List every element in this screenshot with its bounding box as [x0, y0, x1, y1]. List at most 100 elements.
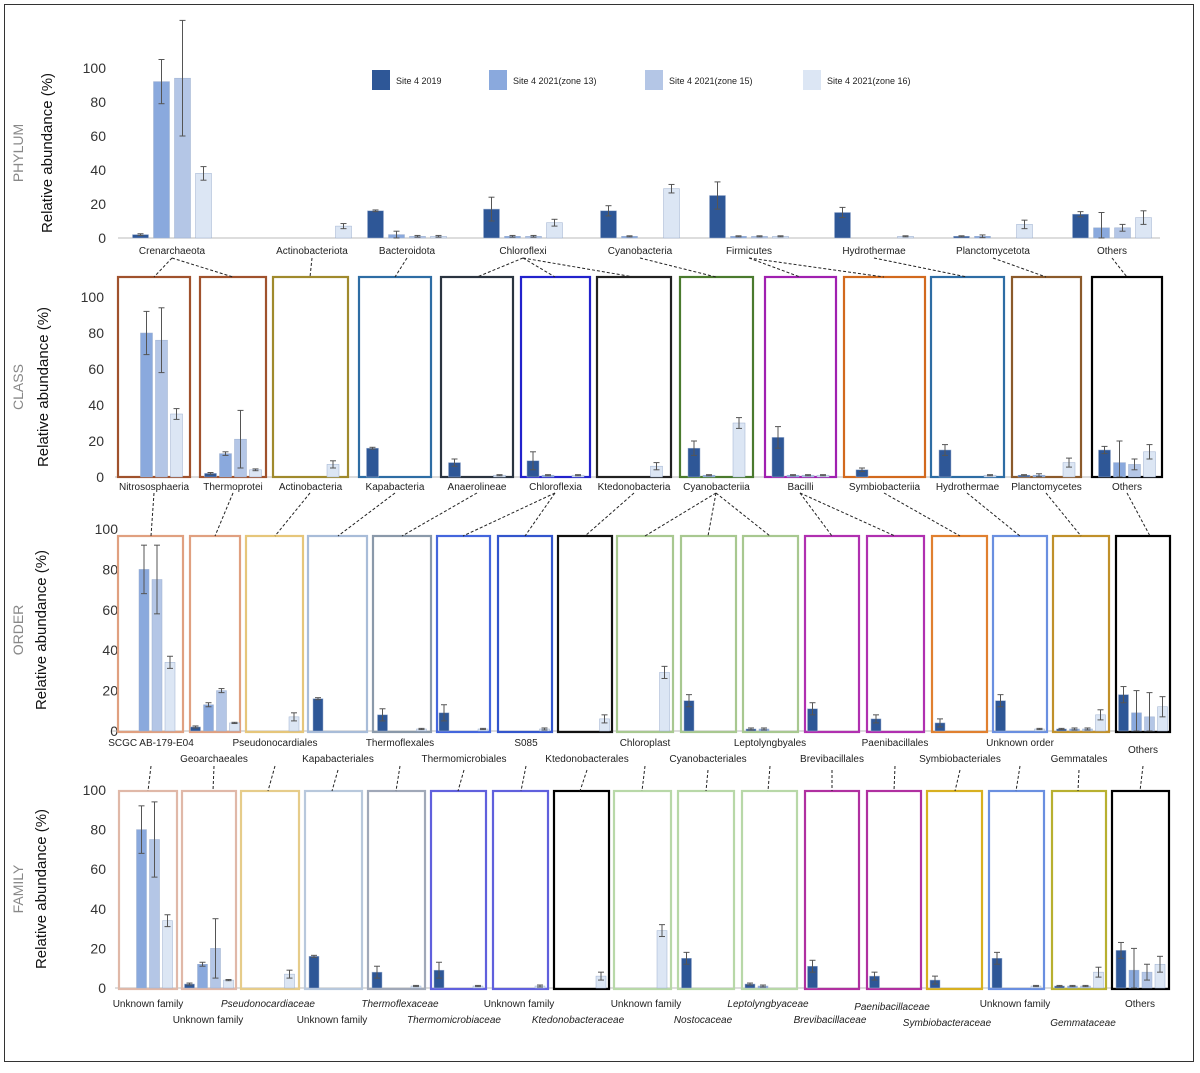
y-tick-label: 80: [90, 94, 106, 110]
connector-line: [394, 257, 408, 278]
category-label: Bacilli: [787, 482, 813, 493]
category-label: Unknown family: [297, 1015, 368, 1026]
y-tick-label: 0: [96, 469, 104, 485]
connector-line: [644, 492, 717, 537]
connector-line: [799, 492, 896, 537]
connector-line: [639, 257, 717, 278]
category-label: S085: [514, 738, 538, 749]
connector-line: [1139, 765, 1144, 792]
category-label: Bacteroidota: [379, 246, 436, 257]
category-label: Kapabacteriales: [302, 754, 374, 765]
group-box: [491, 789, 550, 991]
connector-line: [893, 765, 896, 792]
connector-line: [873, 257, 968, 278]
connector-line: [748, 257, 801, 278]
y-tick-label: 100: [95, 521, 119, 537]
category-label: Geoarchaeales: [180, 754, 248, 765]
category-label: Cyanobacteriales: [669, 754, 746, 765]
category-label: Ktedonobacteria: [598, 482, 671, 493]
category-label: Chloroflexia: [529, 482, 582, 493]
connector-line: [883, 492, 961, 537]
y-tick-label: 40: [90, 162, 106, 178]
group-box: [615, 534, 675, 734]
y-axis-label: Relative abundance (%): [33, 550, 50, 710]
y-tick-label: 0: [98, 230, 106, 246]
legend: Site 4 2019 Site 4 2021(zone 13) Site 4 20…: [372, 70, 911, 90]
connector-line: [966, 492, 1021, 537]
category-label: SCGC AB-179-E04: [108, 738, 194, 749]
category-label: Hydrothermae: [842, 246, 906, 257]
category-label: Thermomicrobiaceae: [407, 1015, 501, 1026]
legend-label: Site 4 2019: [396, 76, 442, 86]
y-tick-label: 100: [83, 60, 107, 76]
y-tick-label: 0: [98, 980, 106, 996]
category-label: Leptolyngbyaceae: [727, 999, 809, 1010]
legend-label: Site 4 2021(zone 16): [827, 76, 911, 86]
y-tick-label: 60: [90, 861, 106, 877]
group-box: [1050, 789, 1108, 991]
category-label: Cyanobacteria: [608, 246, 673, 257]
y-tick-label: 100: [81, 289, 105, 305]
connector-line: [799, 492, 833, 537]
legend-label: Site 4 2021(zone 15): [669, 76, 753, 86]
category-label: Chloroplast: [620, 738, 671, 749]
connector-line: [267, 765, 276, 792]
category-label: Others: [1128, 745, 1158, 756]
category-label: Thermomicrobiales: [421, 754, 506, 765]
category-label: Thermoflexaceae: [361, 999, 439, 1010]
connector-line: [457, 769, 465, 792]
category-label: Paenibacillales: [862, 738, 929, 749]
group-box: [803, 534, 861, 734]
group-box: [763, 275, 838, 479]
y-tick-label: 60: [102, 602, 118, 618]
connectors: [147, 257, 1151, 792]
y-tick-label: 40: [90, 901, 106, 917]
y-tick-label: 80: [88, 325, 104, 341]
connector-line: [309, 257, 313, 278]
category-label: Gemmataceae: [1050, 1018, 1116, 1029]
legend-swatch: [645, 70, 663, 90]
category-label: Unknown family: [484, 999, 555, 1010]
group-box: [271, 275, 350, 479]
connector-line: [462, 492, 556, 537]
connector-line: [705, 769, 709, 792]
connector-line: [1126, 492, 1151, 537]
category-label: Brevibacillaceae: [794, 1015, 867, 1026]
category-label: Planctomycetota: [956, 246, 1030, 257]
category-label: Leptolyngbyales: [734, 738, 806, 749]
y-tick-label: 20: [90, 196, 106, 212]
y-tick-label: 80: [102, 561, 118, 577]
connector-line: [274, 492, 311, 537]
connector-line: [1111, 257, 1128, 278]
category-label: Gemmatales: [1051, 754, 1108, 765]
group-box: [925, 789, 984, 991]
group-box: [552, 789, 611, 991]
group-box: [519, 275, 592, 479]
group-box: [1114, 534, 1172, 734]
group-box: [740, 789, 799, 991]
category-label: Others: [1125, 999, 1155, 1010]
connector-line: [395, 765, 401, 792]
group-box: [741, 534, 800, 734]
group-box: [116, 534, 185, 734]
group-box: [180, 789, 238, 991]
class-panel: 0 20 40 60 80 100 Relative abundance (%) CLASS N…: [10, 275, 1164, 493]
category-label: Unknown family: [113, 999, 184, 1010]
category-label: Unknown family: [980, 999, 1051, 1010]
y-tick-label: 40: [88, 397, 104, 413]
group-box: [306, 534, 369, 734]
y-tick-label: 60: [90, 128, 106, 144]
connector-line: [1077, 769, 1080, 792]
connector-line: [992, 257, 1047, 278]
category-label: Anaerolineae: [448, 482, 507, 493]
category-label: Ktedonobacterales: [545, 754, 628, 765]
figure-border: [4, 4, 1194, 1062]
category-label: Hydrothermae: [936, 482, 1000, 493]
connector-line: [715, 492, 771, 537]
category-label: Nitrososphaeria: [119, 482, 189, 493]
group-box: [842, 275, 927, 479]
y-tick-label: 20: [88, 433, 104, 449]
connector-line: [212, 765, 215, 792]
connector-line: [1045, 492, 1082, 537]
